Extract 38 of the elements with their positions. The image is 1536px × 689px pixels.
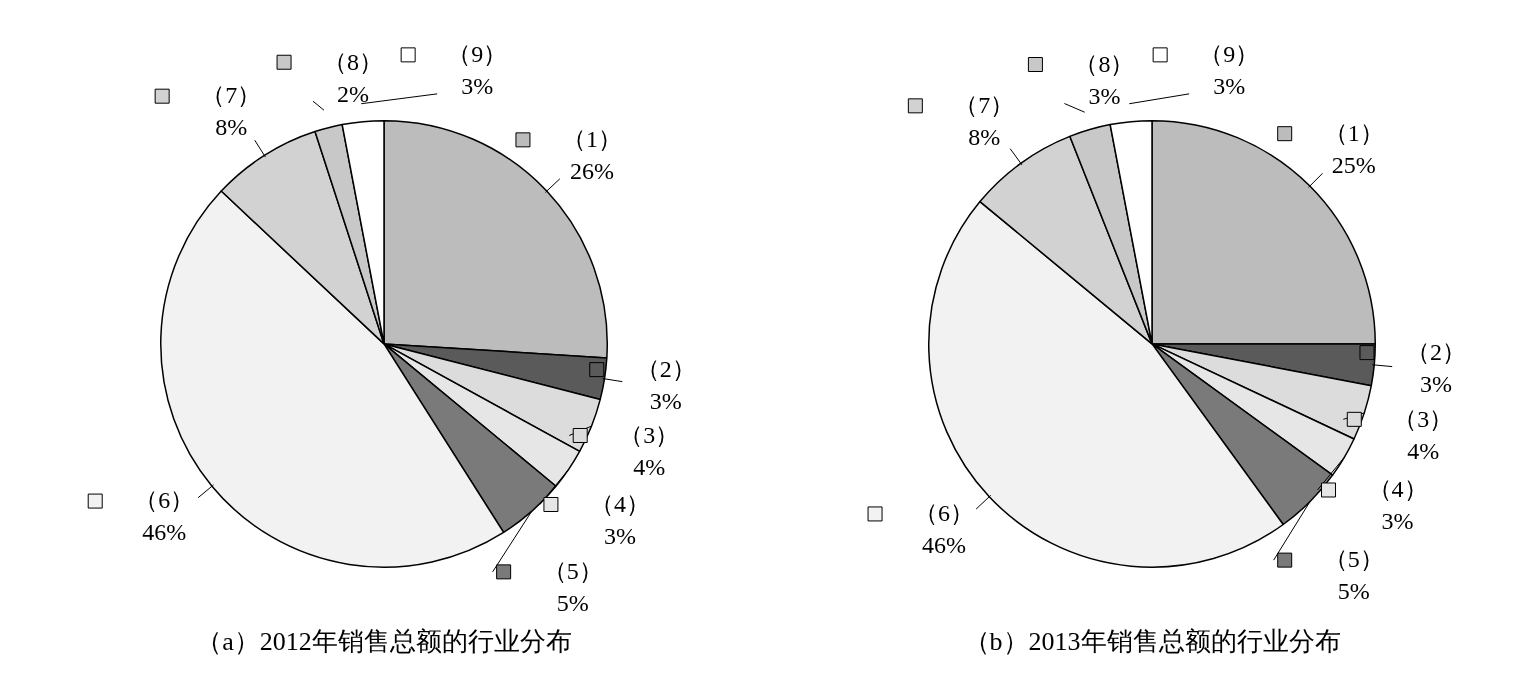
data-label: 4% [1407,437,1440,464]
data-label: 8% [215,114,248,141]
data-label: 4% [633,453,666,480]
data-label: 3% [1419,370,1452,397]
data-label: 3% [1213,73,1246,100]
legend-label: （9） [447,41,508,68]
legend-label: （5） [542,558,603,585]
legend-label: （8） [1074,50,1135,77]
data-label: 3% [461,73,494,100]
legend-label: （3） [1393,405,1454,432]
data-label: 5% [556,590,589,617]
legend-label: （9） [1199,41,1260,68]
data-label: 8% [968,124,1001,151]
legend-label: （6） [134,487,195,514]
data-label: 5% [1337,578,1370,605]
legend-label: （1） [1323,119,1384,146]
data-label: 46% [922,532,967,559]
data-label: 3% [1381,508,1414,535]
data-label: 3% [603,522,636,549]
data-label: 2% [337,80,370,107]
legend-label: （7） [201,82,262,109]
text: （a）2012年销售总额的行业分布 [196,627,572,657]
legend-label: （2） [635,355,696,382]
text: （b）2013年销售总额的行业分布 [963,627,1341,657]
legend-label: （4） [1367,476,1428,503]
legend-label: （4） [589,490,650,517]
legend-label: （7） [954,92,1015,119]
data-label: 26% [569,158,614,185]
legend-label: （5） [1323,546,1384,573]
data-label: 46% [142,519,187,546]
legend-label: （2） [1405,338,1466,365]
data-label: 25% [1331,151,1376,178]
legend-label: （1） [561,126,622,153]
legend-label: （6） [914,500,975,527]
data-label: 3% [649,387,682,414]
data-label: 3% [1088,82,1121,109]
legend-label: （8） [323,48,384,75]
legend-label: （3） [619,421,680,448]
